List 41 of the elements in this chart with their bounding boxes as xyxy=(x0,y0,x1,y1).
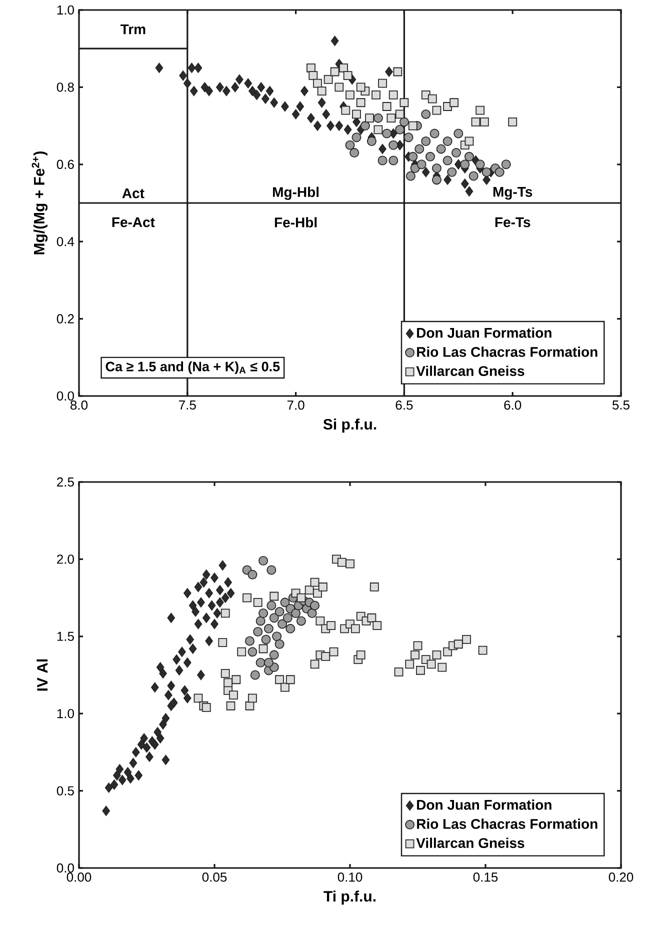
annotation: Mg-Hbl xyxy=(273,186,319,200)
y-tick-label: 0.5 xyxy=(56,786,74,796)
x-tick-label: 0.05 xyxy=(202,872,227,882)
y-tick-label: 0.6 xyxy=(56,160,74,169)
annotation: Mg-Ts xyxy=(493,187,532,200)
x-tick-label: 7.5 xyxy=(179,400,196,410)
annotation: Fe-Ts xyxy=(495,217,530,228)
y-tick-label: 0.4 xyxy=(56,236,74,246)
x-tick-label: 0.10 xyxy=(338,872,362,882)
x-tick-label: 5.5 xyxy=(612,400,630,410)
y-tick-label: 2.5 xyxy=(57,477,74,487)
legend-label: Rio Las Chacras Formation xyxy=(417,346,598,357)
annotation: Act xyxy=(122,188,144,198)
y-tick-label: 1.5 xyxy=(57,632,74,641)
y-axis-title: Mg/(Mg + Fe$^{2+}$) xyxy=(32,151,48,254)
x-tick-label: 6.5 xyxy=(396,400,413,410)
y-tick-label: 0.2 xyxy=(56,314,74,324)
y-tick-label: 0.0 xyxy=(56,863,74,873)
x-tick-label: 6.0 xyxy=(504,400,522,410)
annotation: Fe-Hbl xyxy=(274,217,317,228)
legend-label: Villarcan Gneiss xyxy=(416,366,524,376)
y-tick-label: 2.0 xyxy=(57,554,74,564)
x-axis-title: Si p.f.u. xyxy=(323,418,376,433)
y-tick-label: 0.0 xyxy=(56,391,74,401)
annotation: Trm xyxy=(120,24,146,34)
legend-label: Don Juan Formation xyxy=(417,328,552,338)
x-tick-label: 0.15 xyxy=(473,872,498,882)
y-tick-label: 0.8 xyxy=(56,82,74,92)
x-tick-label: 0.20 xyxy=(608,872,634,882)
legend-label: Don Juan Formation xyxy=(417,800,552,810)
annotation: Fe-Act xyxy=(112,217,155,228)
legend-label: Villarcan Gneiss xyxy=(416,838,524,848)
x-tick-label: 7.0 xyxy=(287,400,304,410)
x-axis-title: Ti p.f.u. xyxy=(324,890,376,905)
y-axis-title: IV Al xyxy=(36,659,48,691)
y-tick-label: 1.0 xyxy=(57,708,74,718)
y-tick-label: 1.0 xyxy=(57,5,74,15)
legend-label: Rio Las Chacras Formation xyxy=(417,818,598,829)
x-tick-label: 8.0 xyxy=(70,400,88,410)
annotation: Ca ≥ 1.5 and (Na + K)$_{A}$ ≤ 0.5 xyxy=(106,361,280,374)
x-tick-label: 0.00 xyxy=(66,872,92,882)
